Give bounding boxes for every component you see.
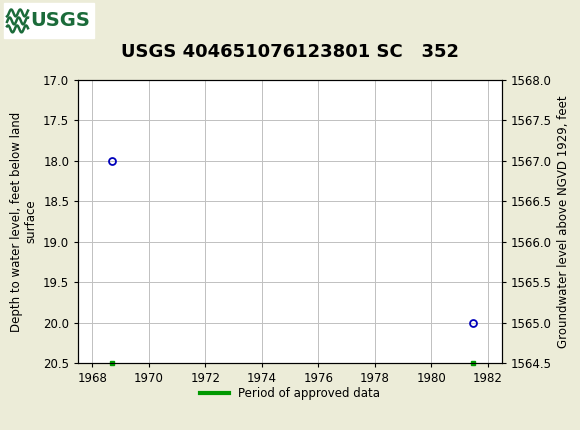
Text: USGS 404651076123801 SC   352: USGS 404651076123801 SC 352 <box>121 43 459 61</box>
Legend: Period of approved data: Period of approved data <box>195 382 385 405</box>
Text: USGS: USGS <box>30 11 90 30</box>
FancyBboxPatch shape <box>4 3 94 38</box>
Y-axis label: Depth to water level, feet below land
surface: Depth to water level, feet below land su… <box>10 111 38 332</box>
Y-axis label: Groundwater level above NGVD 1929, feet: Groundwater level above NGVD 1929, feet <box>557 95 570 348</box>
